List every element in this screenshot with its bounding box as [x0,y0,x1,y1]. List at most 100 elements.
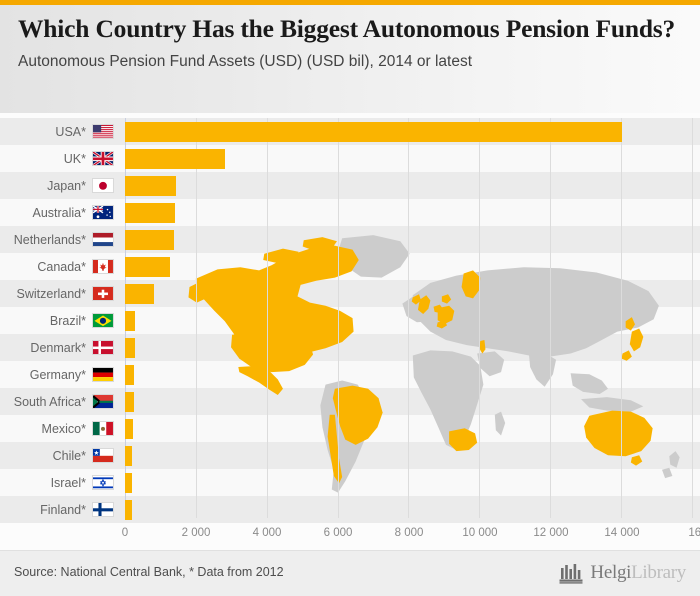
table-row[interactable]: Brazil* [0,307,700,334]
page-title: Which Country Has the Biggest Autonomous… [18,14,676,43]
flag-israel-icon [92,475,114,490]
flag-wrapper [92,124,122,139]
logo-helgi: Helgi [590,562,632,583]
bar-track [125,442,700,469]
table-row[interactable]: Netherlands* [0,226,700,253]
category-label: Chile* [52,448,86,463]
flag-wrapper [92,448,122,463]
flag-wrapper [92,502,122,517]
logo-library: Library [631,562,686,583]
flag-wrapper [92,421,122,436]
table-row[interactable]: Denmark* [0,334,700,361]
bar[interactable] [125,499,132,520]
bar[interactable] [125,472,132,493]
x-axis-tick-label: 12 000 [533,527,569,539]
bar-track [125,415,700,442]
flag-usa-icon [92,124,114,139]
bar-rows: USA* UK* Japan* Australia* Netherlands* Canad… [0,118,700,523]
bar[interactable] [125,121,622,142]
flag-brazil-icon [92,313,114,328]
bar-track [125,469,700,496]
bar[interactable] [125,445,133,466]
bar[interactable] [125,202,176,223]
flag-wrapper [92,340,122,355]
category-label: Canada* [37,259,86,274]
x-axis-tick-label: 2 000 [181,527,211,539]
category-label: Finland* [40,502,86,517]
bar-track [125,253,700,280]
page-subtitle: Autonomous Pension Fund Assets (USD) (US… [18,53,473,70]
x-axis: 0 2 000 4 000 6 000 8 000 10 000 12 000 14 000 1… [0,518,700,548]
category-label: Israel* [50,475,86,490]
bar-track [125,307,700,334]
flag-wrapper [92,367,122,382]
table-row[interactable]: Canada* [0,253,700,280]
table-row[interactable]: Finland* [0,496,700,523]
bar[interactable] [125,364,135,385]
bar-track [125,226,700,253]
flag-canada-icon [92,259,114,274]
table-row[interactable]: South Africa* [0,388,700,415]
bar-track [125,199,700,226]
table-row[interactable]: USA* [0,118,700,145]
flag-wrapper [92,394,122,409]
helgi-library-logo[interactable]: HelgiLibrary [559,562,686,584]
chart-plot-area: USA* UK* Japan* Australia* Netherlands* Canad… [0,113,700,550]
bar-track [125,334,700,361]
category-label: Australia* [32,205,87,220]
bar[interactable] [125,148,226,169]
flag-switzerland-icon [92,286,114,301]
table-row[interactable]: Mexico* [0,415,700,442]
bar[interactable] [125,337,135,358]
chart-header: Which Country Has the Biggest Autonomous… [0,5,700,113]
flag-wrapper [92,475,122,490]
category-label: Germany* [29,367,86,382]
flag-japan-icon [92,178,114,193]
source-note: Source: National Central Bank, * Data fr… [14,565,284,579]
x-axis-tick-label: 4 000 [252,527,282,539]
table-row[interactable]: Japan* [0,172,700,199]
category-label: Netherlands* [13,232,86,247]
flag-wrapper [92,205,122,220]
bar-track [125,361,700,388]
x-axis-tick-label: 6 000 [323,527,353,539]
flag-wrapper [92,313,122,328]
bar-track [125,496,700,523]
flag-denmark-icon [92,340,114,355]
flag-australia-icon [92,205,114,220]
table-row[interactable]: UK* [0,145,700,172]
flag-wrapper [92,178,122,193]
chart-footer: Source: National Central Bank, * Data fr… [0,550,700,596]
flag-wrapper [92,232,122,247]
flag-wrapper [92,286,122,301]
bar[interactable] [125,418,133,439]
bar-track [125,280,700,307]
flag-wrapper [92,259,122,274]
bar[interactable] [125,256,171,277]
top-accent-bar [0,0,700,5]
flag-south-africa-icon [92,394,114,409]
flag-germany-icon [92,367,114,382]
table-row[interactable]: Israel* [0,469,700,496]
category-label: Brazil* [49,313,86,328]
x-axis-tick-label: 16 ... [688,527,700,539]
table-row[interactable]: Switzerland* [0,280,700,307]
bar[interactable] [125,310,136,331]
bar[interactable] [125,283,155,304]
x-axis-tick-label: 10 000 [462,527,498,539]
x-axis-tick-label: 14 000 [604,527,640,539]
category-label: USA* [55,124,86,139]
table-row[interactable]: Chile* [0,442,700,469]
x-axis-tick-label: 8 000 [394,527,424,539]
flag-wrapper [92,151,122,166]
table-row[interactable]: Germany* [0,361,700,388]
bar[interactable] [125,391,134,412]
flag-chile-icon [92,448,114,463]
bar[interactable] [125,229,175,250]
category-label: South Africa* [13,394,86,409]
category-label: UK* [63,151,86,166]
bar[interactable] [125,175,177,196]
table-row[interactable]: Australia* [0,199,700,226]
flag-netherlands-icon [92,232,114,247]
